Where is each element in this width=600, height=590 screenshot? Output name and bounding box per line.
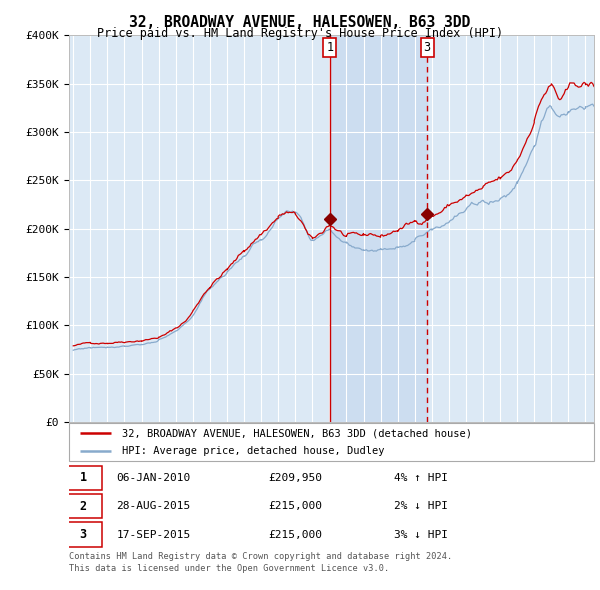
Text: £215,000: £215,000 — [269, 530, 323, 539]
FancyBboxPatch shape — [64, 522, 102, 547]
Text: 32, BROADWAY AVENUE, HALESOWEN, B63 3DD: 32, BROADWAY AVENUE, HALESOWEN, B63 3DD — [130, 15, 470, 30]
Text: 28-AUG-2015: 28-AUG-2015 — [116, 502, 191, 511]
FancyBboxPatch shape — [64, 494, 102, 519]
Text: £215,000: £215,000 — [269, 502, 323, 511]
Text: 2: 2 — [80, 500, 87, 513]
Text: 32, BROADWAY AVENUE, HALESOWEN, B63 3DD (detached house): 32, BROADWAY AVENUE, HALESOWEN, B63 3DD … — [121, 428, 472, 438]
Bar — [330, 35, 427, 422]
Text: 3% ↓ HPI: 3% ↓ HPI — [395, 530, 449, 539]
Text: 2% ↓ HPI: 2% ↓ HPI — [395, 502, 449, 511]
Text: 17-SEP-2015: 17-SEP-2015 — [116, 530, 191, 539]
Text: 06-JAN-2010: 06-JAN-2010 — [116, 473, 191, 483]
Text: 3: 3 — [424, 41, 431, 54]
FancyBboxPatch shape — [64, 466, 102, 490]
Text: £209,950: £209,950 — [269, 473, 323, 483]
Text: 1: 1 — [80, 471, 87, 484]
Text: 1: 1 — [326, 41, 333, 54]
Text: Price paid vs. HM Land Registry's House Price Index (HPI): Price paid vs. HM Land Registry's House … — [97, 27, 503, 40]
Text: HPI: Average price, detached house, Dudley: HPI: Average price, detached house, Dudl… — [121, 446, 384, 456]
Text: Contains HM Land Registry data © Crown copyright and database right 2024.
This d: Contains HM Land Registry data © Crown c… — [69, 552, 452, 573]
Text: 3: 3 — [80, 528, 87, 541]
Text: 4% ↑ HPI: 4% ↑ HPI — [395, 473, 449, 483]
